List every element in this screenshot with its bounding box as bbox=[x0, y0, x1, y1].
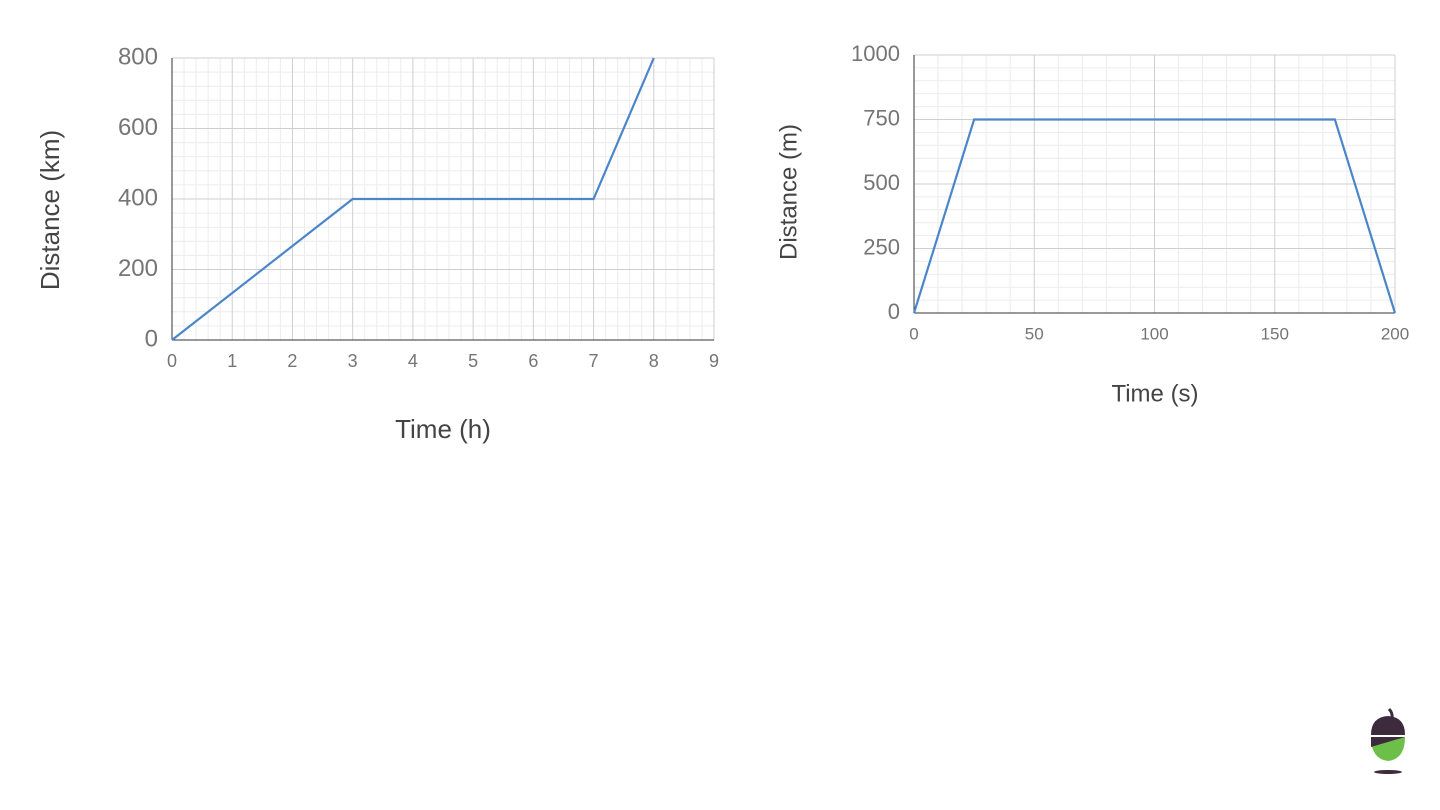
x-tick-label: 2 bbox=[287, 351, 297, 371]
x-tick-label: 3 bbox=[348, 351, 358, 371]
x-axis-label: Time (s) bbox=[1111, 380, 1198, 407]
y-tick-label: 250 bbox=[863, 234, 900, 259]
x-tick-label: 1 bbox=[227, 351, 237, 371]
x-axis-label: Time (h) bbox=[395, 414, 491, 444]
x-tick-label: 150 bbox=[1261, 324, 1289, 343]
x-tick-label: 5 bbox=[468, 351, 478, 371]
y-tick-label: 400 bbox=[118, 184, 158, 211]
x-tick-label: 8 bbox=[649, 351, 659, 371]
y-tick-label: 200 bbox=[118, 255, 158, 282]
x-tick-label: 4 bbox=[408, 351, 418, 371]
y-tick-label: 600 bbox=[118, 114, 158, 141]
y-axis-label: Distance (m) bbox=[775, 124, 802, 260]
x-tick-label: 0 bbox=[909, 324, 918, 343]
y-tick-label: 1000 bbox=[851, 41, 900, 66]
data-line bbox=[171, 57, 655, 341]
x-tick-label: 200 bbox=[1381, 324, 1409, 343]
acorn-logo bbox=[1371, 707, 1405, 774]
y-axis-label: Distance (km) bbox=[35, 130, 65, 290]
y-tick-label: 750 bbox=[863, 105, 900, 130]
x-tick-label: 9 bbox=[709, 351, 719, 371]
x-tick-label: 50 bbox=[1025, 324, 1044, 343]
y-tick-label: 500 bbox=[863, 170, 900, 195]
y-tick-label: 0 bbox=[888, 299, 900, 324]
x-tick-label: 7 bbox=[589, 351, 599, 371]
y-tick-label: 0 bbox=[145, 325, 158, 352]
y-tick-label: 800 bbox=[118, 43, 158, 70]
x-tick-label: 100 bbox=[1140, 324, 1168, 343]
x-tick-label: 0 bbox=[167, 351, 177, 371]
data-line bbox=[912, 118, 1397, 314]
x-tick-label: 6 bbox=[528, 351, 538, 371]
